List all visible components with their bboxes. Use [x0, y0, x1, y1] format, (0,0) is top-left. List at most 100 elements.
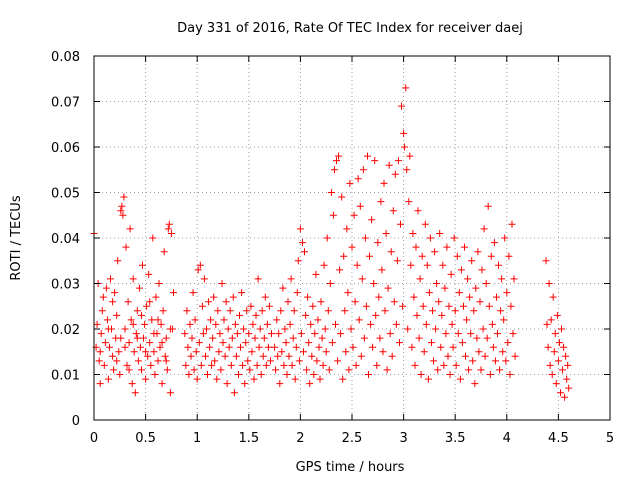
- data-point: [412, 243, 420, 251]
- data-point: [209, 334, 217, 342]
- data-point: [342, 348, 350, 356]
- data-point: [403, 166, 411, 174]
- data-point: [405, 198, 413, 206]
- data-point: [128, 380, 136, 388]
- data-point: [109, 298, 117, 306]
- data-point: [334, 357, 342, 365]
- data-point: [140, 334, 147, 342]
- data-point: [560, 343, 568, 351]
- data-point: [96, 380, 104, 388]
- data-point: [125, 366, 133, 374]
- data-point: [303, 366, 311, 374]
- data-point: [265, 302, 273, 310]
- data-point: [437, 343, 445, 351]
- data-point: [385, 161, 393, 169]
- data-point: [96, 348, 104, 356]
- data-point: [407, 261, 415, 269]
- data-point: [474, 248, 482, 256]
- data-point: [262, 361, 270, 369]
- data-point: [442, 330, 450, 338]
- data-point: [138, 311, 145, 319]
- x-tick-label: 4: [503, 431, 511, 446]
- data-point: [301, 248, 308, 256]
- data-point: [181, 330, 189, 338]
- data-point: [565, 384, 573, 392]
- data-point: [562, 352, 570, 360]
- data-point: [446, 371, 454, 378]
- data-point: [308, 352, 316, 360]
- y-tick-label: 0.08: [51, 50, 80, 65]
- data-point: [117, 334, 125, 342]
- data-point: [162, 357, 170, 365]
- data-point: [471, 380, 479, 388]
- data-point: [196, 261, 204, 269]
- data-points: [90, 84, 573, 401]
- data-point: [280, 361, 288, 369]
- data-point: [414, 207, 422, 215]
- data-point: [337, 330, 345, 338]
- y-axis-label: ROTI / TECUs: [9, 195, 24, 280]
- data-point: [183, 307, 191, 315]
- data-point: [371, 157, 379, 165]
- data-point: [102, 284, 110, 292]
- data-point: [545, 280, 553, 287]
- data-point: [361, 234, 369, 242]
- data-point: [276, 380, 284, 388]
- x-tick-label: 3: [399, 431, 407, 446]
- data-point: [104, 325, 112, 333]
- data-point: [126, 225, 134, 233]
- data-point: [488, 320, 496, 328]
- data-point: [146, 339, 154, 347]
- data-point: [480, 225, 488, 233]
- data-point: [118, 202, 126, 210]
- data-point: [274, 352, 282, 360]
- data-point: [208, 361, 216, 369]
- y-tick-label: 0: [72, 414, 80, 429]
- data-point: [373, 361, 381, 369]
- data-point: [466, 293, 474, 301]
- data-point: [486, 371, 494, 378]
- data-point: [543, 320, 551, 328]
- data-point: [418, 252, 426, 260]
- data-point: [445, 302, 453, 310]
- data-point: [251, 334, 259, 342]
- data-point: [497, 307, 505, 315]
- data-point: [458, 339, 466, 347]
- data-point: [461, 243, 468, 251]
- data-point: [300, 348, 307, 356]
- data-point: [317, 298, 325, 306]
- data-point: [366, 252, 373, 260]
- data-point: [250, 375, 258, 383]
- data-point: [296, 225, 304, 233]
- data-point: [435, 298, 443, 306]
- data-point: [382, 230, 390, 237]
- data-point: [325, 366, 333, 374]
- data-point: [554, 357, 562, 365]
- data-point: [561, 393, 569, 401]
- data-point: [377, 198, 385, 206]
- data-point: [100, 361, 108, 369]
- data-point: [206, 343, 214, 351]
- data-point: [223, 380, 231, 388]
- data-point: [367, 320, 375, 328]
- data-point: [222, 298, 230, 306]
- data-point: [263, 320, 271, 328]
- data-point: [199, 330, 207, 338]
- data-point: [297, 330, 305, 338]
- data-point: [350, 211, 358, 219]
- data-point: [321, 325, 329, 333]
- data-point: [233, 330, 241, 338]
- data-point: [433, 280, 441, 287]
- data-point: [156, 343, 164, 351]
- data-point: [116, 371, 124, 378]
- data-point: [494, 330, 501, 338]
- data-point: [243, 307, 251, 315]
- data-point: [256, 325, 264, 333]
- data-point: [394, 157, 402, 165]
- data-point: [327, 189, 335, 196]
- data-point: [333, 157, 340, 165]
- data-point: [343, 225, 351, 233]
- data-point: [135, 284, 143, 292]
- data-point: [259, 352, 267, 360]
